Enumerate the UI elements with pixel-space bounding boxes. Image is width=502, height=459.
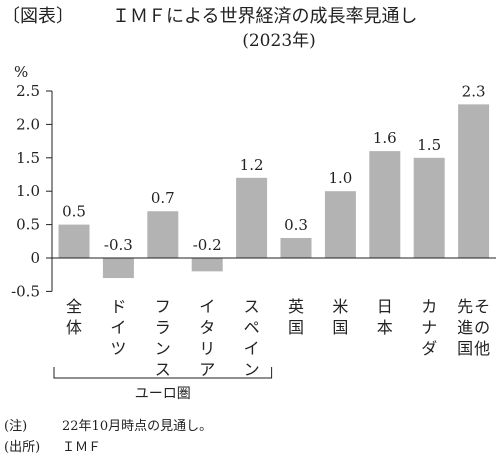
category-label-char: ン	[155, 339, 171, 358]
category-label-char: 日	[377, 297, 393, 316]
bar	[147, 211, 179, 258]
category-label-char: 体	[66, 318, 82, 337]
note-2-key: (出所)	[4, 440, 41, 455]
category-label-char: カ	[421, 297, 437, 316]
category-label-char: タ	[199, 318, 215, 337]
category-label-char: 国	[457, 339, 473, 358]
value-labels: 0.5 -0.3 0.7 -0.2 1.2 0.3 1.0 1.6 1.5 2.3	[62, 82, 485, 254]
category-label-char: 他	[474, 339, 490, 358]
y-axis: 2.5 2.0 1.5 1.0 0.5 0 -0.5	[11, 82, 53, 300]
chart-subtitle: (2023年)	[242, 31, 316, 51]
category-label-char: ン	[244, 360, 260, 379]
category-label-char: ア	[199, 360, 215, 379]
bar	[324, 191, 356, 258]
y-tick-label: 2.0	[16, 115, 40, 133]
bar-value-label: 2.3	[462, 82, 486, 100]
y-tick-label: 0	[30, 249, 40, 267]
category-label-char: ス	[244, 297, 260, 316]
category-label-char: イ	[199, 297, 215, 316]
category-label-char: ス	[155, 360, 171, 379]
category-label-char: 英	[288, 297, 304, 316]
category-label-char: イ	[244, 339, 260, 358]
bar	[280, 237, 312, 258]
bar	[236, 177, 268, 258]
category-label-char: ツ	[110, 339, 126, 358]
category-label-char: そ	[474, 297, 490, 316]
group-label: ユーロ圏	[135, 386, 191, 402]
y-tick-label: 1.0	[16, 182, 40, 200]
category-label-char: 国	[288, 318, 304, 337]
category-label-char: ド	[110, 297, 126, 316]
chart-title: ＩＭＦによる世界経済の成長率見通し	[112, 6, 417, 27]
category-label-char: イ	[110, 318, 126, 337]
group-bracket-line	[53, 367, 273, 379]
category-label-char: の	[474, 318, 490, 337]
y-tick-label: 1.5	[16, 149, 40, 167]
y-tick-label: 2.5	[16, 82, 40, 100]
note-1: (注) 22年10月時点の見通し。	[4, 415, 212, 434]
category-label-char: フ	[155, 297, 171, 316]
bar-value-label: -0.3	[104, 236, 133, 254]
bar-value-label: 1.2	[240, 156, 264, 174]
header-tag: 〔図表〕	[2, 6, 74, 27]
bar	[102, 258, 134, 279]
bar-value-label: 1.0	[328, 169, 352, 187]
bar	[191, 258, 223, 272]
note-2-text: ＩＭＦ	[62, 440, 102, 455]
bar-value-label: 0.3	[284, 216, 308, 234]
bar-value-label: -0.2	[193, 236, 222, 254]
bar-value-label: 0.5	[62, 203, 86, 221]
category-label-char: 進	[457, 318, 473, 337]
bar-value-label: 1.6	[373, 129, 397, 147]
euro-area-bracket: ユーロ圏	[53, 367, 273, 402]
bar-value-label: 0.7	[151, 189, 175, 207]
bar	[413, 157, 445, 258]
chart: 〔図表〕 ＩＭＦによる世界経済の成長率見通し (2023年) % 2.5 2.0 1…	[2, 6, 496, 402]
bar	[369, 151, 401, 258]
category-label-char: ラ	[155, 318, 171, 337]
category-label-char: 本	[377, 318, 393, 337]
y-axis-unit: %	[14, 63, 28, 81]
note-2: (出所) ＩＭＦ	[4, 436, 101, 455]
category-label-char: リ	[199, 339, 215, 358]
category-label-char: 全	[66, 297, 82, 316]
category-label-char: ナ	[421, 318, 437, 337]
category-label-char: ペ	[244, 318, 260, 337]
bar	[458, 104, 490, 258]
bar-value-label: 1.5	[417, 136, 441, 154]
category-label-char: 米	[332, 297, 348, 316]
category-label-char: 先	[457, 297, 473, 316]
category-label-char: ダ	[421, 339, 437, 358]
category-label-char: 国	[332, 318, 348, 337]
y-tick-label: -0.5	[11, 282, 40, 300]
bar	[58, 224, 90, 258]
note-1-key: (注)	[4, 419, 28, 434]
note-1-text: 22年10月時点の見通し。	[62, 419, 213, 434]
bar-series	[58, 104, 490, 279]
y-tick-label: 0.5	[16, 216, 40, 234]
